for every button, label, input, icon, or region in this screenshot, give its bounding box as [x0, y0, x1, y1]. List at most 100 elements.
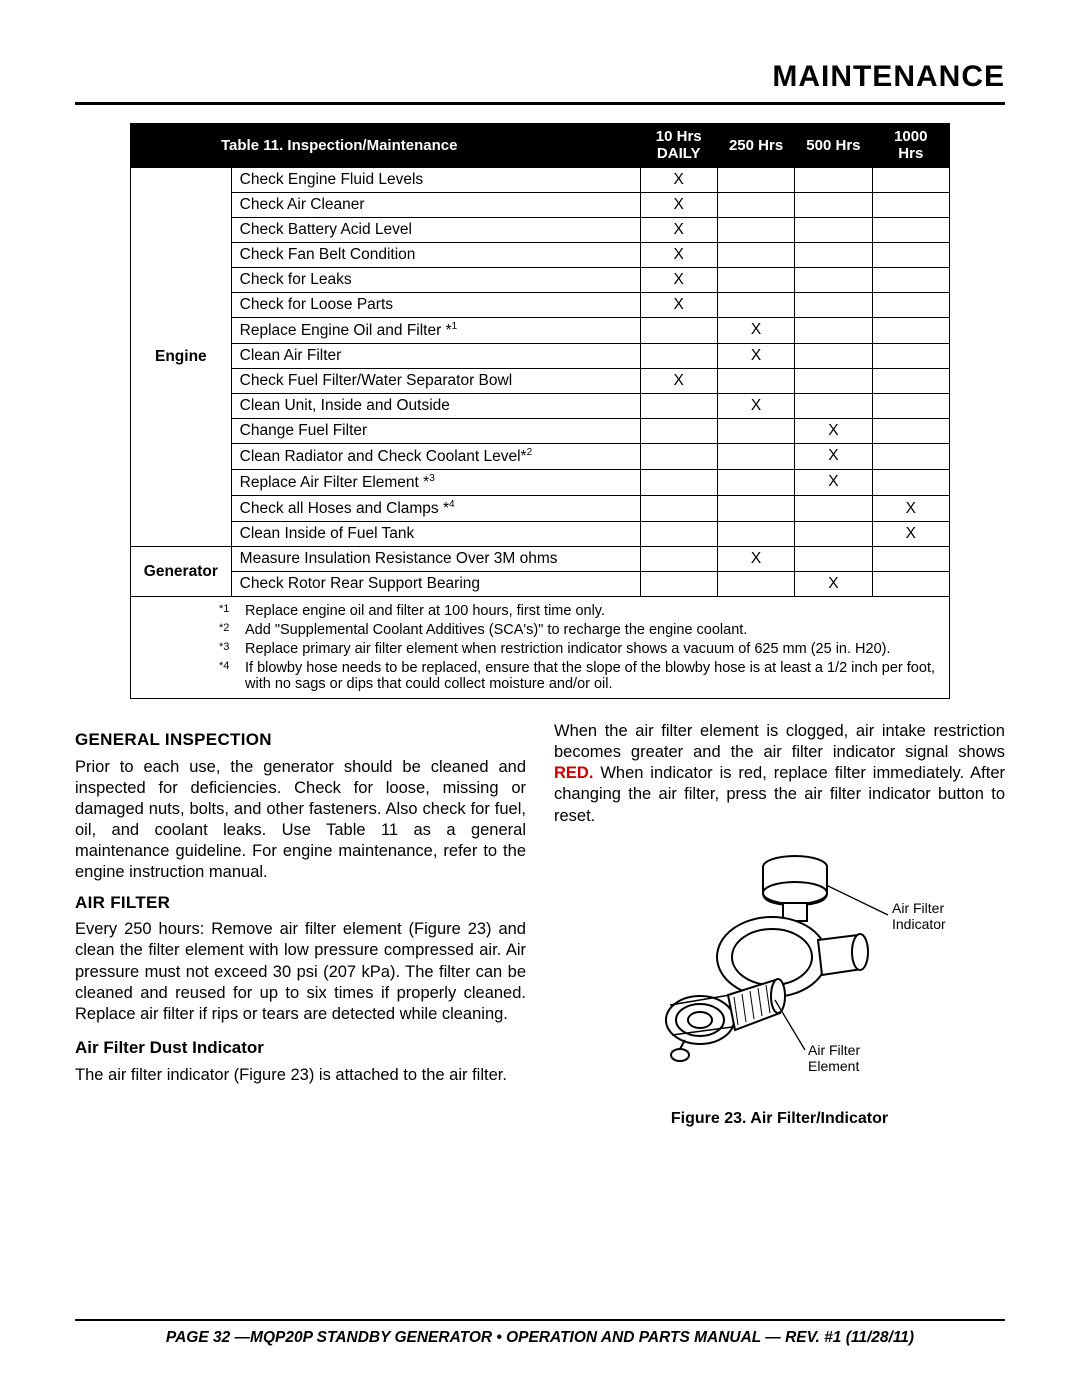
interval-cell [872, 393, 949, 418]
interval-cell [872, 343, 949, 368]
table-row: GeneratorMeasure Insulation Resistance O… [131, 547, 950, 572]
interval-cell [795, 217, 872, 242]
table-row: Clean Air Filter X [131, 343, 950, 368]
interval-cell [795, 242, 872, 267]
figure-caption: Figure 23. Air Filter/Indicator [554, 1109, 1005, 1129]
label-indicator: Air Filter [892, 900, 944, 916]
interval-cell [717, 242, 794, 267]
interval-cell: X [795, 572, 872, 597]
interval-cell: X [640, 267, 717, 292]
interval-cell [717, 192, 794, 217]
maintenance-table: Table 11. Inspection/Maintenance 10 HrsD… [130, 123, 950, 699]
interval-cell [717, 217, 794, 242]
interval-cell: X [795, 469, 872, 495]
interval-cell [795, 393, 872, 418]
task-cell: Check Air Cleaner [231, 192, 640, 217]
footnotes-row: *1Replace engine oil and filter at 100 h… [131, 597, 950, 699]
interval-cell [717, 267, 794, 292]
table-title: Table 11. Inspection/Maintenance [131, 124, 641, 168]
interval-cell: X [640, 167, 717, 192]
category-cell: Generator [131, 547, 232, 597]
interval-cell [640, 418, 717, 443]
interval-cell [640, 343, 717, 368]
task-cell: Check Rotor Rear Support Bearing [231, 572, 640, 597]
col-header-1000hrs: 1000Hrs [872, 124, 949, 168]
task-cell: Clean Radiator and Check Coolant Level*2 [231, 443, 640, 469]
interval-cell [872, 292, 949, 317]
interval-cell: X [640, 368, 717, 393]
task-cell: Replace Engine Oil and Filter *1 [231, 317, 640, 343]
interval-cell: X [872, 522, 949, 547]
table-row: Clean Inside of Fuel TankX [131, 522, 950, 547]
air-filter-diagram: Air Filter Indicator Air Filter Element [600, 845, 960, 1095]
para-dust-indicator: The air filter indicator (Figure 23) is … [75, 1065, 526, 1086]
table-row: Replace Engine Oil and Filter *1 X [131, 317, 950, 343]
table-row: Check Fan Belt ConditionX [131, 242, 950, 267]
col-header-250hrs: 250 Hrs [717, 124, 794, 168]
interval-cell: X [795, 443, 872, 469]
interval-cell: X [795, 418, 872, 443]
interval-cell [872, 242, 949, 267]
interval-cell [640, 572, 717, 597]
interval-cell [640, 547, 717, 572]
interval-cell [795, 547, 872, 572]
interval-cell: X [717, 343, 794, 368]
red-text: RED. [554, 764, 593, 782]
category-cell: Engine [131, 167, 232, 547]
interval-cell: X [717, 393, 794, 418]
task-cell: Check for Leaks [231, 267, 640, 292]
interval-cell: X [640, 192, 717, 217]
table-row: Check for Loose PartsX [131, 292, 950, 317]
task-cell: Check Fan Belt Condition [231, 242, 640, 267]
interval-cell [795, 522, 872, 547]
interval-cell [717, 443, 794, 469]
task-cell: Clean Unit, Inside and Outside [231, 393, 640, 418]
interval-cell [717, 368, 794, 393]
footer-text: PAGE 32 —MQP20P STANDBY GENERATOR • OPER… [75, 1329, 1005, 1347]
footnotes-cell: *1Replace engine oil and filter at 100 h… [131, 597, 950, 699]
interval-cell [872, 418, 949, 443]
label-element: Air Filter [808, 1042, 860, 1058]
interval-cell [872, 167, 949, 192]
interval-cell [795, 495, 872, 521]
interval-cell: X [640, 217, 717, 242]
interval-cell [872, 217, 949, 242]
table-row: Check all Hoses and Clamps *4X [131, 495, 950, 521]
page-title: MAINTENANCE [75, 60, 1005, 94]
interval-cell [640, 522, 717, 547]
table-row: Clean Radiator and Check Coolant Level*2… [131, 443, 950, 469]
svg-text:Element: Element [808, 1058, 859, 1074]
interval-cell [795, 192, 872, 217]
footer-rule [75, 1319, 1005, 1321]
interval-cell [717, 292, 794, 317]
para-general-inspection: Prior to each use, the generator should … [75, 757, 526, 884]
task-cell: Replace Air Filter Element *3 [231, 469, 640, 495]
figure-23: Air Filter Indicator Air Filter Element … [554, 845, 1005, 1130]
heading-general-inspection: GENERAL INSPECTION [75, 729, 526, 751]
task-cell: Clean Air Filter [231, 343, 640, 368]
task-cell: Check for Loose Parts [231, 292, 640, 317]
heading-air-filter: AIR FILTER [75, 892, 526, 914]
table-row: EngineCheck Engine Fluid LevelsX [131, 167, 950, 192]
task-cell: Check all Hoses and Clamps *4 [231, 495, 640, 521]
interval-cell: X [717, 317, 794, 343]
interval-cell [872, 572, 949, 597]
interval-cell [640, 393, 717, 418]
table-row: Clean Unit, Inside and Outside X [131, 393, 950, 418]
para-air-filter: Every 250 hours: Remove air filter eleme… [75, 919, 526, 1025]
right-column: When the air filter element is clogged, … [554, 721, 1005, 1129]
interval-cell [872, 317, 949, 343]
interval-cell: X [640, 242, 717, 267]
task-cell: Measure Insulation Resistance Over 3M oh… [231, 547, 640, 572]
interval-cell [872, 368, 949, 393]
left-column: GENERAL INSPECTION Prior to each use, th… [75, 721, 526, 1129]
interval-cell [795, 167, 872, 192]
table-row: Check Fuel Filter/Water Separator BowlX [131, 368, 950, 393]
interval-cell [872, 192, 949, 217]
interval-cell [872, 547, 949, 572]
interval-cell [795, 343, 872, 368]
interval-cell [717, 522, 794, 547]
task-cell: Change Fuel Filter [231, 418, 640, 443]
interval-cell [795, 368, 872, 393]
interval-cell [872, 469, 949, 495]
